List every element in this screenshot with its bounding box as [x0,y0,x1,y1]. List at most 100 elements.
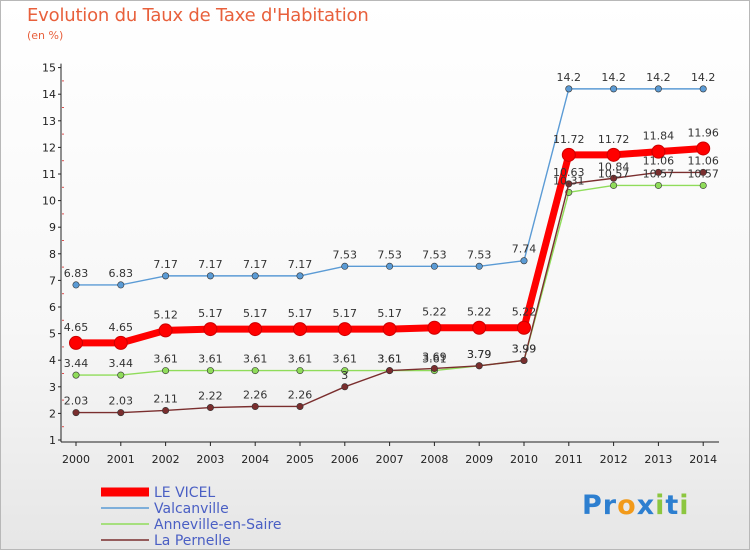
data-label: 5.22 [422,306,447,319]
data-label: 3.79 [467,348,492,361]
logo-letter: x [636,490,656,521]
logo-letter: P [582,490,603,521]
y-tick-label: 4 [49,354,56,367]
data-point [341,262,349,270]
data-point [699,168,707,176]
chart-title: Evolution du Taux de Taxe d'Habitation [27,5,369,26]
data-label: 11.72 [553,133,585,146]
data-label: 3.61 [377,353,402,366]
logo-letter: i [679,490,690,521]
data-label: 10.57 [687,167,719,180]
data-point [520,257,528,265]
data-point [113,335,128,350]
data-label: 11.96 [687,126,719,139]
data-label: 6.83 [64,267,89,280]
data-label: 4.65 [109,321,134,334]
data-point [337,322,352,337]
data-point [386,367,394,375]
legend-label: LE VICEL [154,485,215,501]
x-tick-label: 2002 [152,453,180,466]
data-point [430,364,438,372]
data-label: 3.61 [243,353,268,366]
data-point [251,367,259,375]
data-point [117,281,125,289]
y-tick-label: 7 [49,274,56,287]
data-point [72,409,80,417]
data-point [296,272,304,280]
data-point [69,335,83,350]
x-tick-label: 2011 [555,453,583,466]
data-label: 5.17 [377,307,402,320]
y-tick-label: 3 [49,381,56,394]
data-point [162,272,170,280]
data-point [696,141,711,156]
data-label: 10.63 [553,166,585,179]
logo-letter: o [617,490,637,521]
data-label: 6.83 [109,267,134,280]
data-label: 3.99 [512,342,537,355]
data-point [206,367,214,375]
data-point [117,371,125,379]
data-label: 3 [341,369,348,382]
data-point [654,85,662,93]
data-label: 2.03 [64,395,89,408]
data-label: 5.17 [243,307,268,320]
data-label: 4.65 [64,321,89,334]
data-label: 5.22 [467,306,492,319]
data-point [651,144,666,159]
chart-subtitle: (en %) [27,29,64,42]
data-point [699,181,707,189]
data-point [341,383,349,391]
logo-letter: r [602,490,618,521]
y-tick-label: 9 [49,221,56,234]
data-point [162,406,170,414]
data-label: 7.17 [153,258,178,271]
data-point [72,281,80,289]
y-tick-label: 15 [42,62,56,75]
legend-label: Anneville-en-Saire [154,517,282,533]
data-label: 14.2 [601,71,626,84]
data-label: 5.22 [512,306,537,319]
legend-label: Valcanville [154,501,229,517]
data-point [517,320,531,335]
data-point [654,181,662,189]
data-label: 2.11 [153,392,178,405]
data-point [386,262,394,270]
data-label: 3.79 [467,348,492,361]
data-label: 7.17 [288,258,313,271]
x-tick-label: 2013 [644,453,672,466]
y-tick-label: 11 [42,168,56,181]
data-label: 7.53 [377,248,402,261]
x-tick-label: 2012 [600,453,628,466]
data-label: 3.61 [333,353,358,366]
data-label: 2.22 [198,390,223,403]
data-label: 2.26 [243,388,268,401]
data-label: 5.17 [288,307,313,320]
data-point [472,320,487,335]
data-point [296,367,304,375]
data-label: 2.03 [109,395,134,408]
data-label: 3.61 [377,353,402,366]
y-tick-label: 1 [49,434,56,447]
data-label: 10.57 [598,167,630,180]
data-point [520,356,528,364]
data-point [606,147,621,162]
y-tick-label: 8 [49,248,56,261]
data-label: 10.84 [598,160,630,173]
x-tick-label: 2006 [331,453,359,466]
data-point [475,362,483,370]
data-label: 11.06 [687,154,719,167]
series-line [75,171,704,414]
data-point [430,262,438,270]
data-label: 5.17 [198,307,223,320]
y-tick-label: 14 [42,88,56,101]
data-point [206,404,214,412]
data-label: 3.61 [288,353,313,366]
data-label: 11.84 [643,130,675,143]
data-point [565,180,573,188]
data-label: 7.74 [512,243,537,256]
data-label: 3.99 [512,342,537,355]
x-tick-label: 2009 [465,453,493,466]
